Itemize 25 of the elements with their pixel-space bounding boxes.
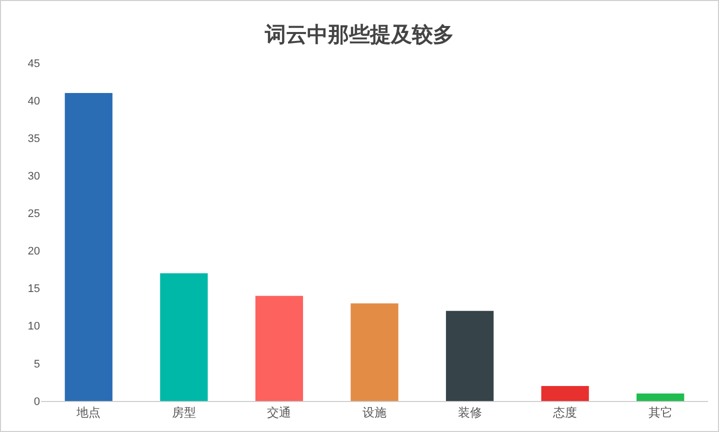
y-tick-label: 40 bbox=[28, 95, 40, 108]
bar bbox=[255, 296, 304, 401]
bar bbox=[636, 393, 684, 401]
y-tick-label: 0 bbox=[34, 396, 40, 408]
y-tick-label: 45 bbox=[28, 58, 40, 70]
bar bbox=[160, 273, 208, 401]
x-tick-label: 房型 bbox=[172, 405, 196, 420]
x-tick-label: 设施 bbox=[362, 405, 386, 420]
bar bbox=[541, 386, 589, 401]
y-tick-label: 5 bbox=[34, 358, 40, 370]
y-tick-label: 15 bbox=[28, 283, 40, 296]
chart-title: 词云中那些提及较多 bbox=[264, 22, 454, 46]
bar bbox=[64, 93, 112, 401]
y-tick-label: 30 bbox=[28, 170, 40, 183]
x-tick-label: 其它 bbox=[648, 405, 672, 420]
x-tick-label: 装修 bbox=[458, 405, 482, 420]
x-tick-label: 地点 bbox=[76, 405, 101, 420]
y-tick-label: 10 bbox=[28, 320, 40, 333]
bar bbox=[446, 310, 494, 401]
bar bbox=[350, 303, 398, 401]
x-tick-label: 态度 bbox=[552, 405, 578, 420]
x-tick-label: 交通 bbox=[267, 405, 292, 420]
y-tick-label: 20 bbox=[28, 246, 40, 258]
y-tick-label: 25 bbox=[28, 208, 40, 220]
y-tick-label: 35 bbox=[28, 132, 40, 145]
